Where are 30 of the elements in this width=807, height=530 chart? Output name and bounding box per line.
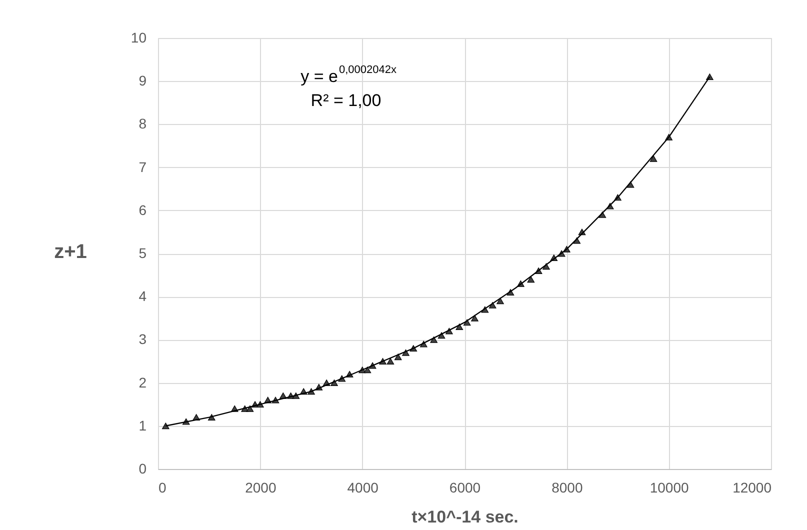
point xyxy=(364,366,372,374)
x-tick-label: 6000 xyxy=(449,480,481,496)
x-tick-label: 10000 xyxy=(650,480,690,496)
y-axis-title: z+1 xyxy=(54,241,87,263)
y-tick-label: 10 xyxy=(130,30,147,46)
point xyxy=(496,298,504,304)
x-tick-label: 12000 xyxy=(732,480,772,496)
annotation: R² = 1,00 xyxy=(310,91,382,110)
x-tick-label: 4000 xyxy=(347,480,379,496)
y-tick-label: 2 xyxy=(138,374,147,390)
y-tick-label: 5 xyxy=(138,245,147,261)
y-tick-label: 0 xyxy=(138,460,147,476)
y-tick-label: 1 xyxy=(138,417,147,434)
x-axis-title: t×10^-14 sec. xyxy=(412,508,518,526)
x-tick-label: 8000 xyxy=(552,480,583,496)
point xyxy=(650,155,658,162)
x-tick-label: 0 xyxy=(158,480,166,496)
x-tick-label: 2000 xyxy=(245,480,276,496)
point xyxy=(527,276,535,283)
point xyxy=(246,405,254,412)
point xyxy=(386,358,394,364)
y-tick-label: 8 xyxy=(138,116,147,132)
y-tick-label: 9 xyxy=(138,72,147,89)
point xyxy=(162,422,170,430)
y-tick-label: 3 xyxy=(138,331,147,348)
y-tick-label: 4 xyxy=(138,288,147,304)
point xyxy=(394,354,402,360)
point xyxy=(471,314,478,322)
y-tick-label: 7 xyxy=(138,158,147,175)
y-tick-label: 6 xyxy=(138,202,147,218)
